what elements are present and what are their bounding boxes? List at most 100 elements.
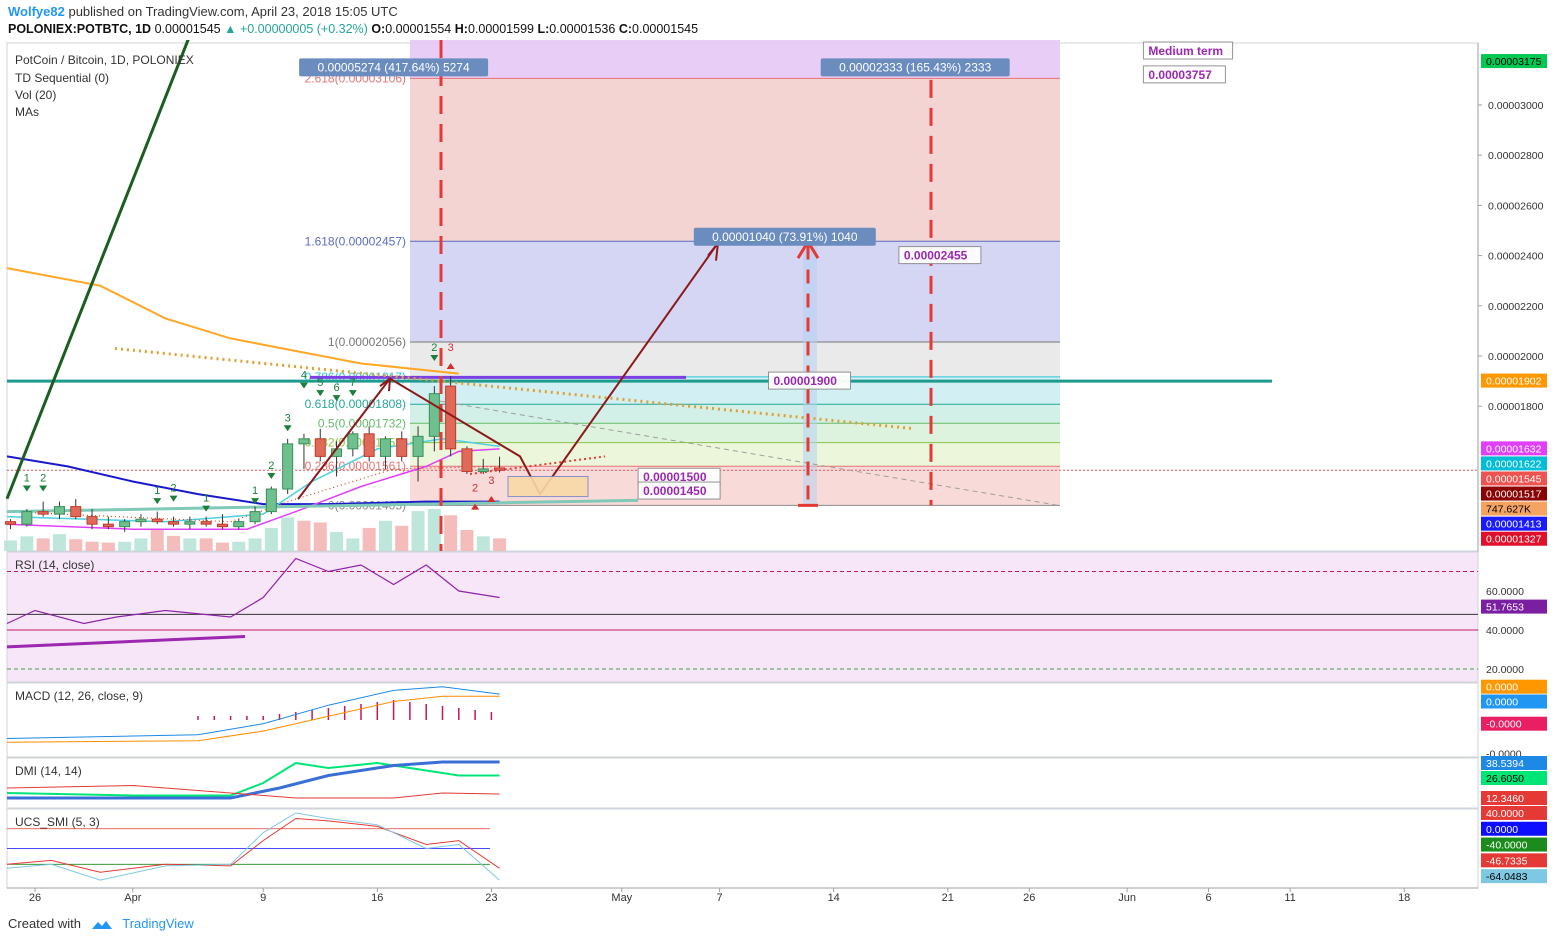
candle-body [265,488,277,513]
note-box [1142,65,1226,84]
td-count-label: 2 [268,460,274,472]
indicator-tag-label: 20.0000 [1486,664,1524,676]
volume-bar [199,538,213,551]
indicator-tag-label: 0.0000 [1486,682,1518,694]
note-text: 0.00002455 [904,249,968,263]
td-count-label: 6 [333,382,339,394]
fib-level-label: 0.236(0.00001561) [305,459,406,473]
td-arrow-icon [202,505,211,512]
td-arrow-icon [332,395,341,402]
td-count-label: 3 [285,412,291,424]
volume-bar [4,540,18,551]
indicator-tag [1481,756,1547,770]
note-box [898,246,982,265]
td-count-label: 1 [24,473,30,485]
volume-bar [118,541,132,551]
indicator-line [6,784,500,799]
volume-bar [134,538,148,551]
price-tag [1481,373,1547,388]
volume-bar [215,542,229,551]
indicator-tag [1481,821,1547,836]
ohlc-line: POLONIEX:POTBTC, 1D 0.00001545 ▲ +0.0000… [8,22,698,36]
low-value: 0.00001536 [549,22,616,36]
low-label: L: [537,22,550,36]
candle-body [53,506,65,515]
td-count-label: 1 [203,493,209,505]
time-tick-label: 23 [485,892,497,904]
indicator-tag [1481,679,1547,694]
open-label: O: [371,22,386,36]
candle-body [461,448,473,472]
time-tick-label: 21 [942,892,954,904]
indicator-pane [6,682,1479,758]
volume-bar [476,536,490,551]
candle-body [428,393,440,437]
volume-bar [330,532,344,551]
candle-body [298,438,310,445]
price-tag-label: 0.00001327 [1486,534,1542,546]
td-arrow-icon [267,472,276,479]
time-tick-label: 6 [1206,892,1212,904]
price-tick-label: 0.00001800 [1488,401,1544,413]
descending-dotted-trendline [114,346,916,431]
td-arrow-icon [299,382,308,389]
td-count-label: 2 [170,483,176,495]
indicator-line [6,557,500,625]
candle-body [151,518,163,523]
ma-blue-line [6,455,500,506]
author-link[interactable]: Wolfye82 [8,4,65,19]
candle-body [21,511,33,525]
td-arrow-icon [153,498,162,505]
trading-chart[interactable]: 2.618(0.00003106)1.618(0.00002457)1(0.00… [0,40,1558,908]
candle-body [412,435,424,457]
close-value: 0.00001545 [632,22,699,36]
volume-bar [444,515,458,551]
indicator-tag-label: 38.5394 [1486,758,1524,770]
grey-dashed-trendline [439,400,1059,506]
td-arrow-icon [348,390,357,397]
tradingview-link[interactable]: TradingView [122,916,194,931]
note-box [637,481,721,500]
volume-bar [150,530,164,551]
td-count-label: 4 [301,370,307,382]
price-tag-label: 0.00001413 [1486,519,1542,531]
candle-body [233,521,245,528]
legend-mas: MAs [15,105,39,119]
publish-line: Wolfye82 published on TradingView.com, A… [8,4,398,19]
indicator-tag [1481,869,1547,884]
volume-bar [264,527,278,551]
candle-body [200,521,212,525]
indicator-name: RSI (14, close) [15,558,94,572]
td-count-label: 5 [317,377,323,389]
price-tag-label: 0.00001545 [1486,473,1542,485]
indicator-tag-label: -40.0000 [1486,840,1528,852]
indicator-tag [1481,599,1547,614]
volume-bar [52,534,66,551]
indicator-line [6,761,500,797]
indicator-line [6,812,500,881]
volume-bar [69,539,83,551]
volume-bar [167,535,181,551]
candle-body [102,523,114,528]
indicator-tag [1481,716,1547,731]
close-label: C: [618,22,633,36]
td-arrow-icon [283,425,292,432]
open-value: 0.00001554 [385,22,452,36]
measure-price-box [693,227,876,246]
td-arrow-icon [446,363,455,370]
fib-zone [410,404,1060,424]
price-tag-label: 0.00001622 [1486,458,1542,470]
candle-body [396,438,408,457]
td-arrow-icon [487,496,496,503]
volume-bar [297,520,311,551]
indicator-tag-label: 0.0000 [1486,697,1518,709]
indicator-tag-label: -0.0000 [1486,719,1522,731]
note-text: 0.00003757 [1148,68,1212,82]
note-text: 0.00001450 [643,484,707,498]
time-tick-label: 26 [29,892,41,904]
volume-bar [36,538,50,551]
indicator-pane [6,551,1479,683]
td-arrow-icon [169,495,178,502]
volume-bar [378,520,392,551]
candle-body [135,518,147,523]
